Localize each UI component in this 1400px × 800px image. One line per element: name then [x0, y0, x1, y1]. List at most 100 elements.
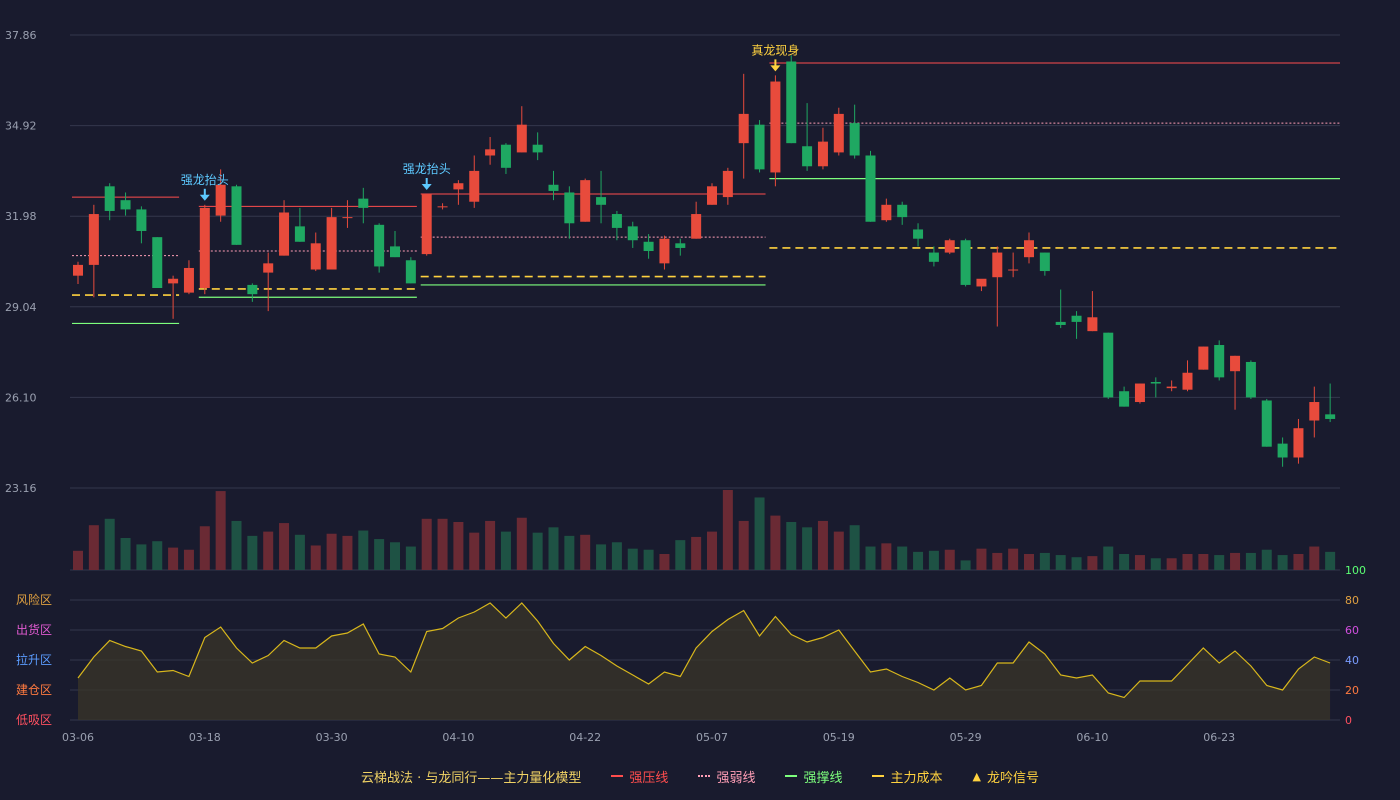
candle-body	[247, 284, 258, 295]
volume-bar	[390, 542, 400, 570]
candle-body	[532, 144, 543, 153]
candle-body	[310, 243, 321, 270]
x-tick-label: 06-23	[1203, 731, 1235, 744]
legend-signal-label: 龙吟信号	[986, 770, 1039, 786]
volume-bar	[802, 527, 813, 570]
candle-body	[73, 264, 83, 276]
candle-body	[1261, 400, 1272, 447]
volume-bar	[1087, 556, 1098, 570]
osc-tick-label: 80	[1345, 594, 1359, 607]
candle-body	[1071, 315, 1082, 322]
candle-body	[992, 252, 1003, 278]
legend-support[interactable]: 强撑线	[785, 767, 842, 786]
volume-bar	[405, 546, 416, 570]
volume-bar	[342, 535, 353, 570]
candle-body	[1150, 381, 1161, 384]
volume-bar	[1182, 554, 1193, 570]
candle-body	[1182, 372, 1193, 390]
legend-support-label: 强撑线	[803, 770, 843, 786]
candle-body	[294, 226, 305, 242]
volume-bar	[596, 544, 607, 570]
legend-cost-label: 主力成本	[890, 770, 943, 786]
candle-body	[390, 246, 400, 258]
candle-body	[849, 123, 860, 156]
candle-body	[738, 113, 749, 144]
candle-body	[1277, 443, 1288, 458]
volume-bar	[1119, 554, 1130, 570]
volume-bar	[1261, 549, 1272, 570]
legend-title: 云梯战法 · 与龙同行——主力量化模型	[361, 770, 582, 786]
legend-weak[interactable]: 强弱线	[698, 767, 755, 786]
candle-body	[1008, 269, 1019, 271]
volume-bar	[421, 518, 432, 570]
candle-body	[944, 240, 955, 253]
volume-bar	[738, 520, 749, 570]
osc-tick-label: 100	[1345, 564, 1366, 577]
candle-body	[374, 224, 385, 267]
osc-tick-label: 20	[1345, 684, 1359, 697]
volume-bar	[580, 534, 591, 570]
x-tick-label: 03-18	[189, 731, 221, 744]
x-tick-label: 05-19	[823, 731, 855, 744]
volume-bar	[279, 523, 290, 570]
candle-body	[231, 186, 242, 245]
osc-tick-label: 0	[1345, 714, 1352, 727]
legend-cost[interactable]: 主力成本	[872, 767, 942, 786]
triangle-icon: ▲	[972, 769, 981, 783]
legend-signal[interactable]: ▲ 龙吟信号	[972, 767, 1038, 786]
volume-bar	[104, 518, 115, 570]
axis-labels: 37.86 34.92 31.98 29.04 26.10 23.16 0 20 40 60 80 1…	[5, 29, 1366, 744]
volume-bar	[1134, 555, 1145, 570]
volume-bar	[976, 548, 987, 570]
volume-bar	[1103, 546, 1114, 570]
osc-level-label: 低吸区	[16, 713, 52, 727]
volume-bar	[263, 531, 274, 570]
legend-pressure[interactable]: 强压线	[611, 767, 668, 786]
candle-body	[358, 198, 369, 208]
volume-bar	[659, 554, 670, 570]
signal-arrow-icon	[421, 184, 432, 191]
candle-body	[1214, 345, 1225, 378]
volume-bar	[136, 544, 147, 570]
volume-bar	[199, 526, 210, 570]
candle-body	[881, 204, 892, 221]
x-tick-label: 04-10	[442, 731, 474, 744]
volume-bar	[485, 520, 496, 570]
price-tick-label: 34.92	[5, 120, 37, 133]
candle-body	[865, 155, 876, 222]
volume-bar	[1024, 554, 1034, 570]
candle-body	[1198, 346, 1209, 370]
candle-body	[786, 61, 797, 144]
price-tick-label: 31.98	[5, 210, 37, 223]
volume-bar	[960, 560, 971, 570]
volume-bar	[453, 522, 464, 570]
candle-body	[913, 229, 924, 239]
osc-level-label: 风险区	[16, 592, 52, 607]
volume-bar	[120, 538, 131, 570]
volume-bar	[1230, 552, 1241, 570]
volume-bar	[231, 520, 242, 570]
signal-arrow-icon	[770, 65, 781, 72]
candle-body	[1293, 428, 1304, 458]
volume-bar	[754, 497, 765, 570]
volume-bar	[992, 552, 1003, 570]
candle-body	[1024, 240, 1034, 258]
candle-body	[691, 214, 702, 239]
signal-label: 强龙抬头	[403, 162, 451, 176]
volume-bar	[1325, 551, 1336, 570]
volume-bar	[516, 517, 527, 570]
volume-bar	[928, 550, 939, 570]
legend: 云梯战法 · 与龙同行——主力量化模型 强压线 强弱线 强撑线 主力成本 ▲ 龙…	[0, 764, 1400, 788]
volume-bar	[897, 546, 908, 570]
candle-body	[1103, 332, 1114, 398]
candle-body	[469, 170, 480, 202]
volume-bar	[944, 549, 955, 570]
x-tick-label: 05-07	[696, 731, 728, 744]
volume-bar	[437, 518, 448, 570]
osc-level-label: 出货区	[16, 622, 52, 637]
x-tick-label: 05-29	[950, 731, 982, 744]
candle-body	[279, 212, 290, 256]
candle-body	[611, 214, 622, 228]
overlay-lines	[72, 62, 1340, 325]
